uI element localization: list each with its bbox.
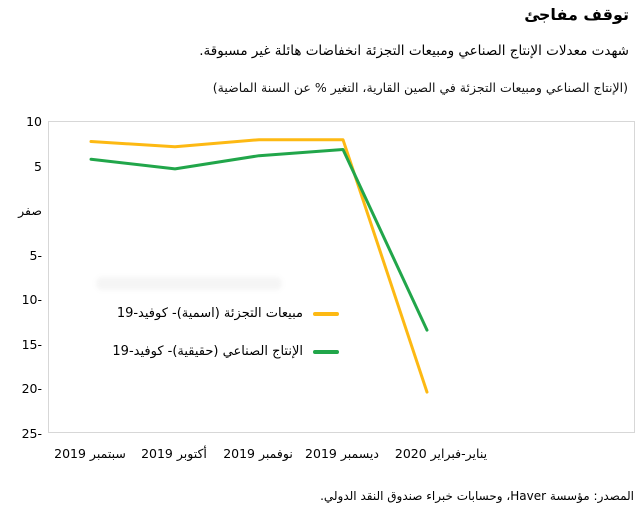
y-tick-label: صفر [18,203,42,219]
legend-item-industrial-production-real: الإنتاج الصناعي (حقيقية)- كوفيد-19 [112,343,339,361]
legend-line-swatch-icon [313,350,339,354]
figure-title: توقف مفاجئ [524,5,629,24]
retail-sales-nominal-line [89,138,429,394]
y-tick-label: -20 [21,381,42,397]
figure-subtitle: شهدت معدلات الإنتاج الصناعي ومبيعات التج… [199,43,629,59]
chart-canvas [89,138,429,394]
plot-area: مبيعات التجزئة (اسمية)- كوفيد-19 الإنتاج … [48,121,635,433]
y-tick-label: -5 [29,247,42,263]
legend-line-swatch-icon [313,312,339,316]
industrial-production-real-line [89,148,429,332]
x-tick-label: ديسمبر 2019 [305,446,379,461]
legend-item-retail-sales-nominal: مبيعات التجزئة (اسمية)- كوفيد-19 [117,305,339,323]
artifact-smudge [96,277,282,290]
x-tick-label: نوفمبر 2019 [223,446,293,461]
y-tick-label: 5 [34,158,42,174]
x-tick-label: يناير-فبراير 2020 [394,446,488,461]
legend-label: الإنتاج الصناعي (حقيقية)- كوفيد-19 [112,344,303,359]
source-note: المصدر: مؤسسة Haver، وحسابات خبراء صندوق… [320,489,634,503]
y-tick-label: -25 [21,426,42,441]
x-tick-label: أكتوبر 2019 [141,446,207,461]
figure-units-note: (الإنتاج الصناعي ومبيعات التجزئة في الصي… [212,80,628,95]
legend-label: مبيعات التجزئة (اسمية)- كوفيد-19 [116,306,303,321]
y-tick-label: -15 [21,336,42,352]
y-tick-label: 10 [26,114,42,129]
x-tick-label: سبتمبر 2019 [54,446,126,461]
y-tick-label: -10 [21,292,42,308]
chart-legend: مبيعات التجزئة (اسمية)- كوفيد-19 الإنتاج … [112,305,339,361]
